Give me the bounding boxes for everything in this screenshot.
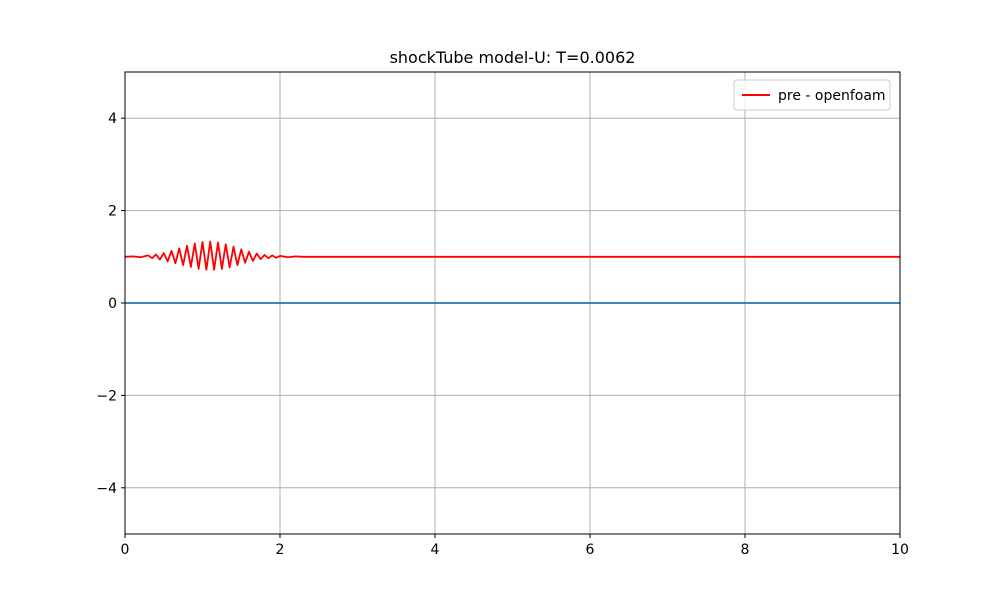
legend-box: [733, 79, 891, 111]
x-tick-label: 6: [586, 542, 595, 558]
y-tick-label: 4: [108, 111, 117, 127]
y-tick-label: −4: [96, 481, 117, 497]
x-axis: 0 2 4 6 8 10: [121, 534, 909, 558]
series-group: [124, 240, 900, 304]
y-tick-label: −2: [96, 388, 117, 404]
legend: pre - openfoam: [733, 79, 891, 111]
y-axis: −4 −2 0 2 4: [96, 111, 125, 497]
legend-label: pre - openfoam: [778, 88, 886, 104]
y-tick-label: 0: [108, 296, 117, 312]
series-line-pre-openfoam: [124, 240, 900, 271]
chart-title: shockTube model-U: T=0.0062: [390, 48, 636, 67]
y-tick-label: 2: [108, 204, 117, 220]
x-tick-label: 8: [741, 542, 750, 558]
x-tick-label: 0: [121, 542, 130, 558]
x-tick-label: 4: [431, 542, 440, 558]
x-tick-label: 2: [276, 542, 285, 558]
x-tick-label: 10: [891, 542, 909, 558]
